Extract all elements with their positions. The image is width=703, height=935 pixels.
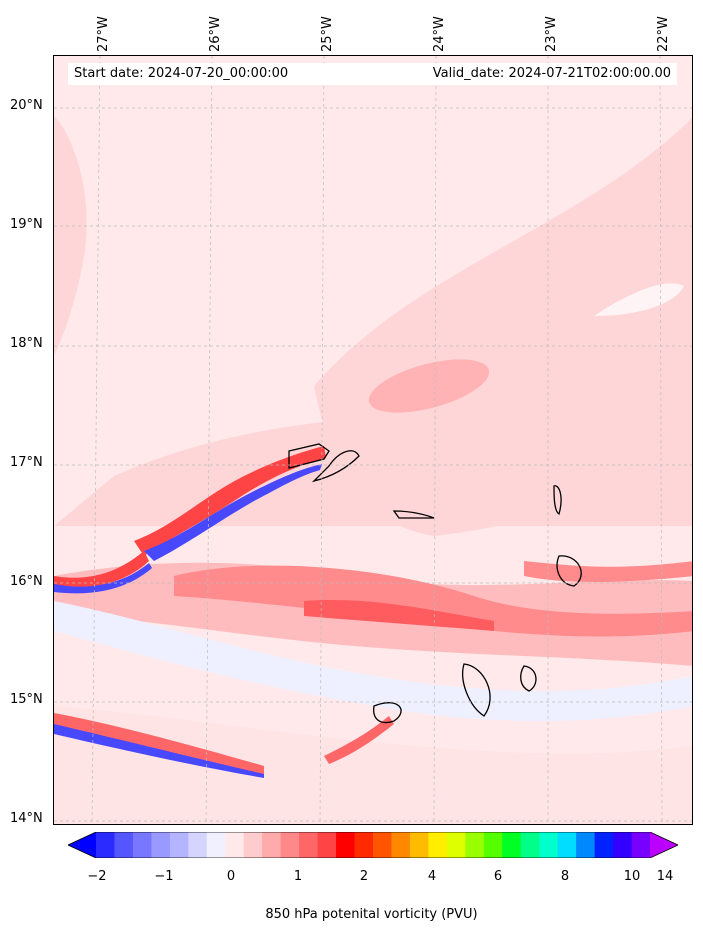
colorbar-label: 850 hPa potenital vorticity (PVU) (265, 907, 478, 922)
colorbar-segment (576, 832, 596, 858)
lat-label: 17°N (10, 455, 43, 470)
colorbar-segment (539, 832, 559, 858)
colorbar-tick: 14 (656, 869, 674, 884)
pv-region-high (368, 359, 490, 413)
graticule (54, 56, 692, 824)
lon-label: 27°W (96, 16, 111, 52)
colorbar-segment (428, 832, 448, 858)
colorbar-extend-high (650, 832, 678, 858)
map-panel (53, 55, 693, 825)
lon-label: 22°W (656, 16, 671, 52)
lat-label: 14°N (10, 811, 43, 826)
colorbar-segment (206, 832, 226, 858)
colorbar-tick: 8 (560, 869, 570, 884)
colorbar-segment (354, 832, 374, 858)
lon-label: 23°W (544, 16, 559, 52)
lat-label: 18°N (10, 336, 43, 351)
colorbar-segment (631, 832, 651, 858)
lon-label: 24°W (432, 16, 447, 52)
colorbar-tick: −1 (154, 869, 174, 884)
colorbar-extend-low (68, 832, 96, 858)
lon-label: 26°W (208, 16, 223, 52)
colorbar-segment (409, 832, 429, 858)
colorbar-segment (446, 832, 466, 858)
colorbar-segment (169, 832, 189, 858)
colorbar-segment (391, 832, 411, 858)
colorbar-segment (483, 832, 503, 858)
colorbar-segment (132, 832, 152, 858)
colorbar-segment (465, 832, 485, 858)
colorbar-segment (557, 832, 577, 858)
colorbar-segment (243, 832, 263, 858)
colorbar-segment (225, 832, 245, 858)
colorbar-segment (262, 832, 282, 858)
colorbar-segment (613, 832, 633, 858)
colorbar-tick: 0 (226, 869, 236, 884)
pv-region-near-zero (54, 601, 692, 721)
lat-label: 16°N (10, 574, 43, 589)
colorbar-segment (317, 832, 337, 858)
colorbar-segment (188, 832, 208, 858)
colorbar-segment (373, 832, 392, 858)
colorbar-tick: −2 (87, 869, 107, 884)
colorbar-tick: 2 (359, 869, 369, 884)
colorbar-segment (502, 832, 522, 858)
lon-label: 25°W (320, 16, 335, 52)
lat-label: 19°N (10, 217, 43, 232)
colorbar-segment (114, 832, 134, 858)
colorbar-tick: 4 (427, 869, 437, 884)
colorbar-segment (151, 832, 171, 858)
colorbar-segment (594, 832, 614, 858)
start-date-label: Start date: 2024-07-20_00:00:00 (74, 66, 289, 81)
colorbar-segment (96, 832, 115, 858)
date-info-bar: Start date: 2024-07-20_00:00:00 Valid_da… (68, 63, 677, 85)
valid-date-label: Valid_date: 2024-07-21T02:00:00.00 (432, 66, 671, 81)
colorbar-tick: 1 (293, 869, 303, 884)
colorbar-tick: 10 (623, 869, 641, 884)
colorbar-segment (336, 832, 356, 858)
colorbar (68, 832, 678, 858)
colorbar-tick: 6 (493, 869, 503, 884)
pv-contour-map (54, 56, 692, 824)
lat-label: 20°N (10, 98, 43, 113)
colorbar-segment (280, 832, 300, 858)
colorbar-segment (299, 832, 319, 858)
lat-label: 15°N (10, 692, 43, 707)
colorbar-segment (520, 832, 540, 858)
